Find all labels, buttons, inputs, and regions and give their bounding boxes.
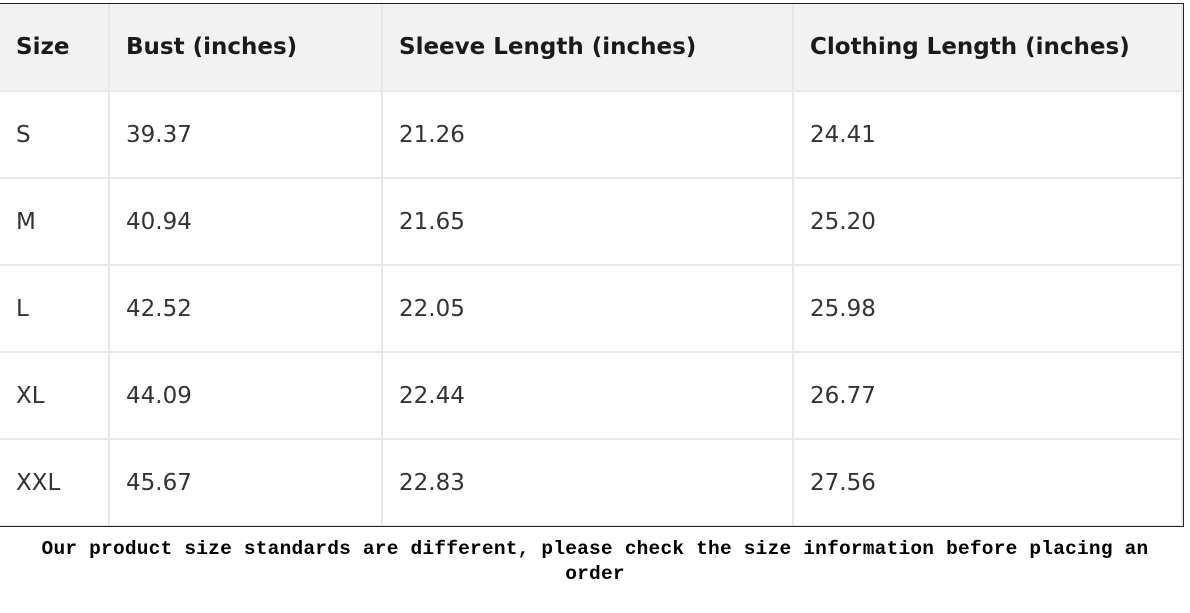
cell-sleeve-length: 21.65 <box>381 177 794 266</box>
cell-size: XL <box>0 351 110 440</box>
cell-size: L <box>0 264 110 353</box>
table-row: XL 44.09 22.44 26.77 <box>0 351 1183 440</box>
cell-size: M <box>0 177 110 266</box>
cell-size: XXL <box>0 438 110 526</box>
header-bust: Bust (inches) <box>108 4 383 92</box>
size-chart-frame: Size Bust (inches) Sleeve Length (inches… <box>0 3 1184 527</box>
cell-clothing-length: 25.20 <box>792 177 1183 266</box>
cell-sleeve-length: 21.26 <box>381 91 794 179</box>
cell-clothing-length: 24.41 <box>792 91 1183 179</box>
cell-clothing-length: 26.77 <box>792 351 1183 440</box>
cell-sleeve-length: 22.83 <box>381 438 794 526</box>
cell-clothing-length: 25.98 <box>792 264 1183 353</box>
header-sleeve-length: Sleeve Length (inches) <box>381 4 794 92</box>
size-note: Our product size standards are different… <box>41 538 1149 585</box>
cell-bust: 44.09 <box>108 351 383 440</box>
header-clothing-length: Clothing Length (inches) <box>792 4 1183 92</box>
table-row: XXL 45.67 22.83 27.56 <box>0 438 1183 526</box>
header-size: Size <box>0 4 110 92</box>
cell-sleeve-length: 22.44 <box>381 351 794 440</box>
cell-clothing-length: 27.56 <box>792 438 1183 526</box>
table-row: S 39.37 21.26 24.41 <box>0 91 1183 179</box>
cell-bust: 39.37 <box>108 91 383 179</box>
cell-bust: 40.94 <box>108 177 383 266</box>
cell-sleeve-length: 22.05 <box>381 264 794 353</box>
table-row: M 40.94 21.65 25.20 <box>0 177 1183 266</box>
cell-bust: 42.52 <box>108 264 383 353</box>
table-row: L 42.52 22.05 25.98 <box>0 264 1183 353</box>
cell-bust: 45.67 <box>108 438 383 526</box>
cell-size: S <box>0 91 110 179</box>
header-row: Size Bust (inches) Sleeve Length (inches… <box>0 4 1183 92</box>
size-chart-table: Size Bust (inches) Sleeve Length (inches… <box>0 4 1183 526</box>
